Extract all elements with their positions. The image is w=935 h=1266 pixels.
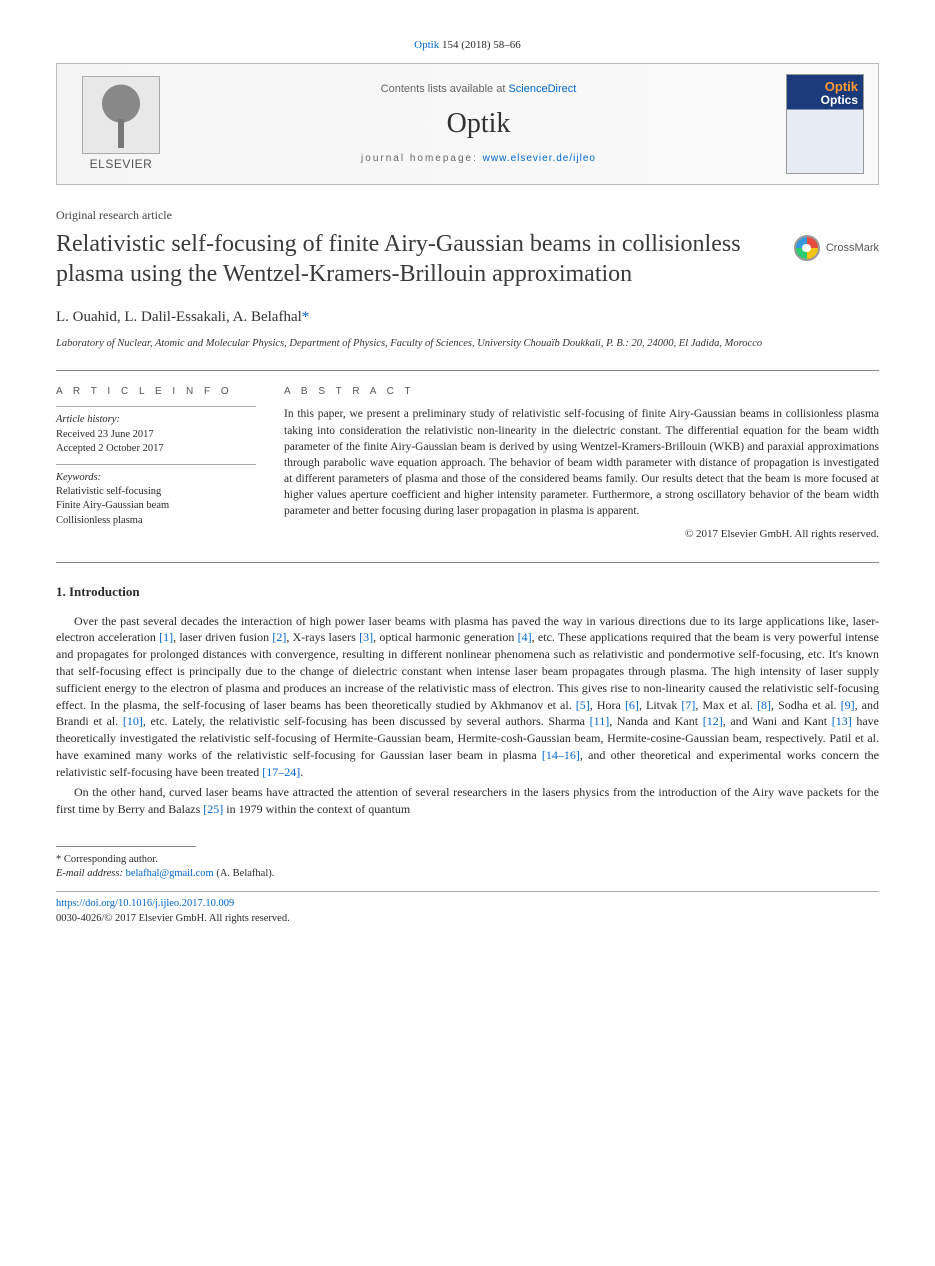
ref-link[interactable]: [4] <box>518 630 532 644</box>
email-suffix: (A. Belafhal). <box>214 868 275 879</box>
body-text: , laser driven fusion <box>173 630 272 644</box>
body-text: , etc. Lately, the relativistic self-foc… <box>143 714 590 728</box>
contents-available-line: Contents lists available at ScienceDirec… <box>181 82 776 97</box>
issn-copyright-line: 0030-4026/© 2017 Elsevier GmbH. All righ… <box>56 912 879 926</box>
journal-name: Optik <box>181 105 776 143</box>
homepage-prefix: journal homepage: <box>361 153 483 164</box>
citation-volume: 154 (2018) 58–66 <box>442 39 521 51</box>
corr-label: * Corresponding author. <box>56 853 879 867</box>
authors-names: L. Ouahid, L. Dalil-Essakali, A. Belafha… <box>56 309 302 325</box>
citation-journal-link[interactable]: Optik <box>414 39 439 51</box>
ref-link[interactable]: [1] <box>159 630 173 644</box>
section-1-heading: 1. Introduction <box>56 583 879 601</box>
crossmark-icon <box>794 235 820 261</box>
affiliation: Laboratory of Nuclear, Atomic and Molecu… <box>56 337 879 352</box>
journal-header-band: ELSEVIER Contents lists available at Sci… <box>56 63 879 185</box>
elsevier-tree-icon <box>82 76 160 154</box>
body-text: , X-rays lasers <box>286 630 359 644</box>
abstract-column: A B S T R A C T In this paper, we presen… <box>284 385 879 542</box>
footnote-separator <box>56 846 196 847</box>
accepted-date: Accepted 2 October 2017 <box>56 442 256 456</box>
divider-after-abstract <box>56 562 879 563</box>
ref-link[interactable]: [9] <box>841 698 855 712</box>
title-row: Relativistic self-focusing of finite Air… <box>56 229 879 307</box>
crossmark-badge[interactable]: CrossMark <box>794 235 879 261</box>
keyword-item: Collisionless plasma <box>56 514 256 528</box>
intro-paragraph-2: On the other hand, curved laser beams ha… <box>56 784 879 818</box>
abstract-text: In this paper, we present a preliminary … <box>284 406 879 519</box>
contents-prefix: Contents lists available at <box>381 83 509 95</box>
corresponding-marker: * <box>302 309 310 325</box>
divider-top <box>56 370 879 371</box>
article-title: Relativistic self-focusing of finite Air… <box>56 229 774 289</box>
crossmark-label: CrossMark <box>826 241 879 256</box>
body-text: , and Wani and Kant <box>723 714 832 728</box>
abstract-copyright: © 2017 Elsevier GmbH. All rights reserve… <box>284 527 879 542</box>
ref-link[interactable]: [14–16] <box>542 748 580 762</box>
ref-link[interactable]: [25] <box>203 802 223 816</box>
homepage-line: journal homepage: www.elsevier.de/ijleo <box>181 152 776 166</box>
article-info-column: A R T I C L E I N F O Article history: R… <box>56 385 256 542</box>
body-text: , Max et al. <box>695 698 757 712</box>
body-text: , optical harmonic generation <box>373 630 518 644</box>
ref-link[interactable]: [12] <box>703 714 723 728</box>
body-text: , Hora <box>590 698 625 712</box>
ref-link[interactable]: [2] <box>272 630 286 644</box>
citation-line: Optik 154 (2018) 58–66 <box>56 38 879 53</box>
keyword-item: Relativistic self-focusing <box>56 485 256 499</box>
intro-paragraph-1: Over the past several decades the intera… <box>56 613 879 781</box>
article-info-heading: A R T I C L E I N F O <box>56 385 256 399</box>
header-center: Contents lists available at ScienceDirec… <box>171 82 786 166</box>
article-type: Original research article <box>56 207 879 223</box>
body-text: in 1979 within the context of quantum <box>223 802 410 816</box>
body-text: On the other hand, curved laser beams ha… <box>56 785 879 816</box>
email-label: E-mail address: <box>56 868 126 879</box>
info-abstract-row: A R T I C L E I N F O Article history: R… <box>56 385 879 542</box>
ref-link[interactable]: [6] <box>625 698 639 712</box>
authors-line: L. Ouahid, L. Dalil-Essakali, A. Belafha… <box>56 307 879 327</box>
abstract-heading: A B S T R A C T <box>284 385 879 399</box>
page-container: Optik 154 (2018) 58–66 ELSEVIER Contents… <box>0 0 935 956</box>
body-text: . <box>300 765 303 779</box>
body-text: , Nanda and Kant <box>609 714 703 728</box>
article-history-block: Article history: Received 23 June 2017 A… <box>56 406 256 456</box>
journal-cover-thumbnail <box>786 74 864 174</box>
doi-block: https://doi.org/10.1016/j.ijleo.2017.10.… <box>56 891 879 925</box>
keyword-item: Finite Airy-Gaussian beam <box>56 499 256 513</box>
ref-link[interactable]: [5] <box>576 698 590 712</box>
homepage-link[interactable]: www.elsevier.de/ijleo <box>483 153 596 164</box>
ref-link[interactable]: [17–24] <box>262 765 300 779</box>
ref-link[interactable]: [13] <box>832 714 852 728</box>
keywords-label: Keywords: <box>56 471 256 485</box>
ref-link[interactable]: [7] <box>681 698 695 712</box>
doi-link[interactable]: https://doi.org/10.1016/j.ijleo.2017.10.… <box>56 898 234 909</box>
keywords-block: Keywords: Relativistic self-focusing Fin… <box>56 464 256 528</box>
ref-link[interactable]: [11] <box>590 714 610 728</box>
history-label: Article history: <box>56 413 256 427</box>
publisher-name: ELSEVIER <box>90 156 153 172</box>
publisher-logo-block: ELSEVIER <box>71 76 171 172</box>
sciencedirect-link[interactable]: ScienceDirect <box>508 83 576 95</box>
ref-link[interactable]: [10] <box>123 714 143 728</box>
email-link[interactable]: belafhal@gmail.com <box>126 868 214 879</box>
received-date: Received 23 June 2017 <box>56 428 256 442</box>
ref-link[interactable]: [8] <box>757 698 771 712</box>
body-text: , Sodha et al. <box>771 698 841 712</box>
body-text: , Litvak <box>639 698 681 712</box>
corresponding-author-note: * Corresponding author. E-mail address: … <box>56 853 879 881</box>
ref-link[interactable]: [3] <box>359 630 373 644</box>
